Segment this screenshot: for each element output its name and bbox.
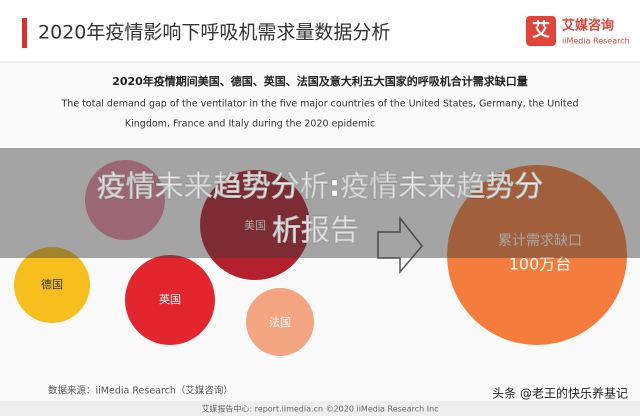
total-value: 100万台 (509, 255, 572, 274)
bubble (85, 160, 165, 240)
footer-bar (0, 401, 640, 416)
bubble (200, 170, 310, 280)
bubble (125, 255, 215, 345)
logo-en: iiMedia Research (562, 37, 630, 46)
subtitle-cn: 2020年疫情期间美国、德国、英国、法国及意大利五大国家的呼吸机合计需求缺口量 (112, 74, 528, 88)
watermark: 头条 @老王的快乐养基记 (492, 386, 628, 401)
logo-icon-bg (526, 16, 556, 46)
subtitle-en: Kingdom, France and Italy during the 202… (125, 119, 375, 130)
bubble-label: 英国 (159, 292, 181, 306)
bubble-label: 美国 (244, 219, 266, 232)
header-title: 2020年疫情影响下呼吸机需求量数据分析 (38, 22, 390, 44)
logo-icon: 艾 (532, 19, 550, 41)
footer: 艾媒报告中心: report.iimedia.cn ©2020 iiMedia … (201, 404, 438, 414)
source: 数据来源：iiMedia Research（艾媒咨询） (48, 385, 233, 397)
overlay-title: 疫情未来趋势分析:疫情未来趋势分 (97, 169, 544, 203)
subtitle-en: The total demand gap of the ventilator i… (61, 99, 579, 110)
arrow (377, 215, 423, 275)
bubble-label: 法国 (269, 315, 291, 329)
bubble (246, 288, 314, 356)
bubble-label: 德国 (41, 277, 63, 291)
overlay-title: 析报告 (272, 213, 359, 247)
bubble (14, 247, 90, 323)
header-accent (22, 18, 27, 48)
logo-name: 艾媒咨询 (562, 18, 614, 34)
total-label: 累计需求缺口 (498, 233, 582, 249)
overlay-band (0, 148, 640, 258)
total-circle (447, 165, 627, 345)
